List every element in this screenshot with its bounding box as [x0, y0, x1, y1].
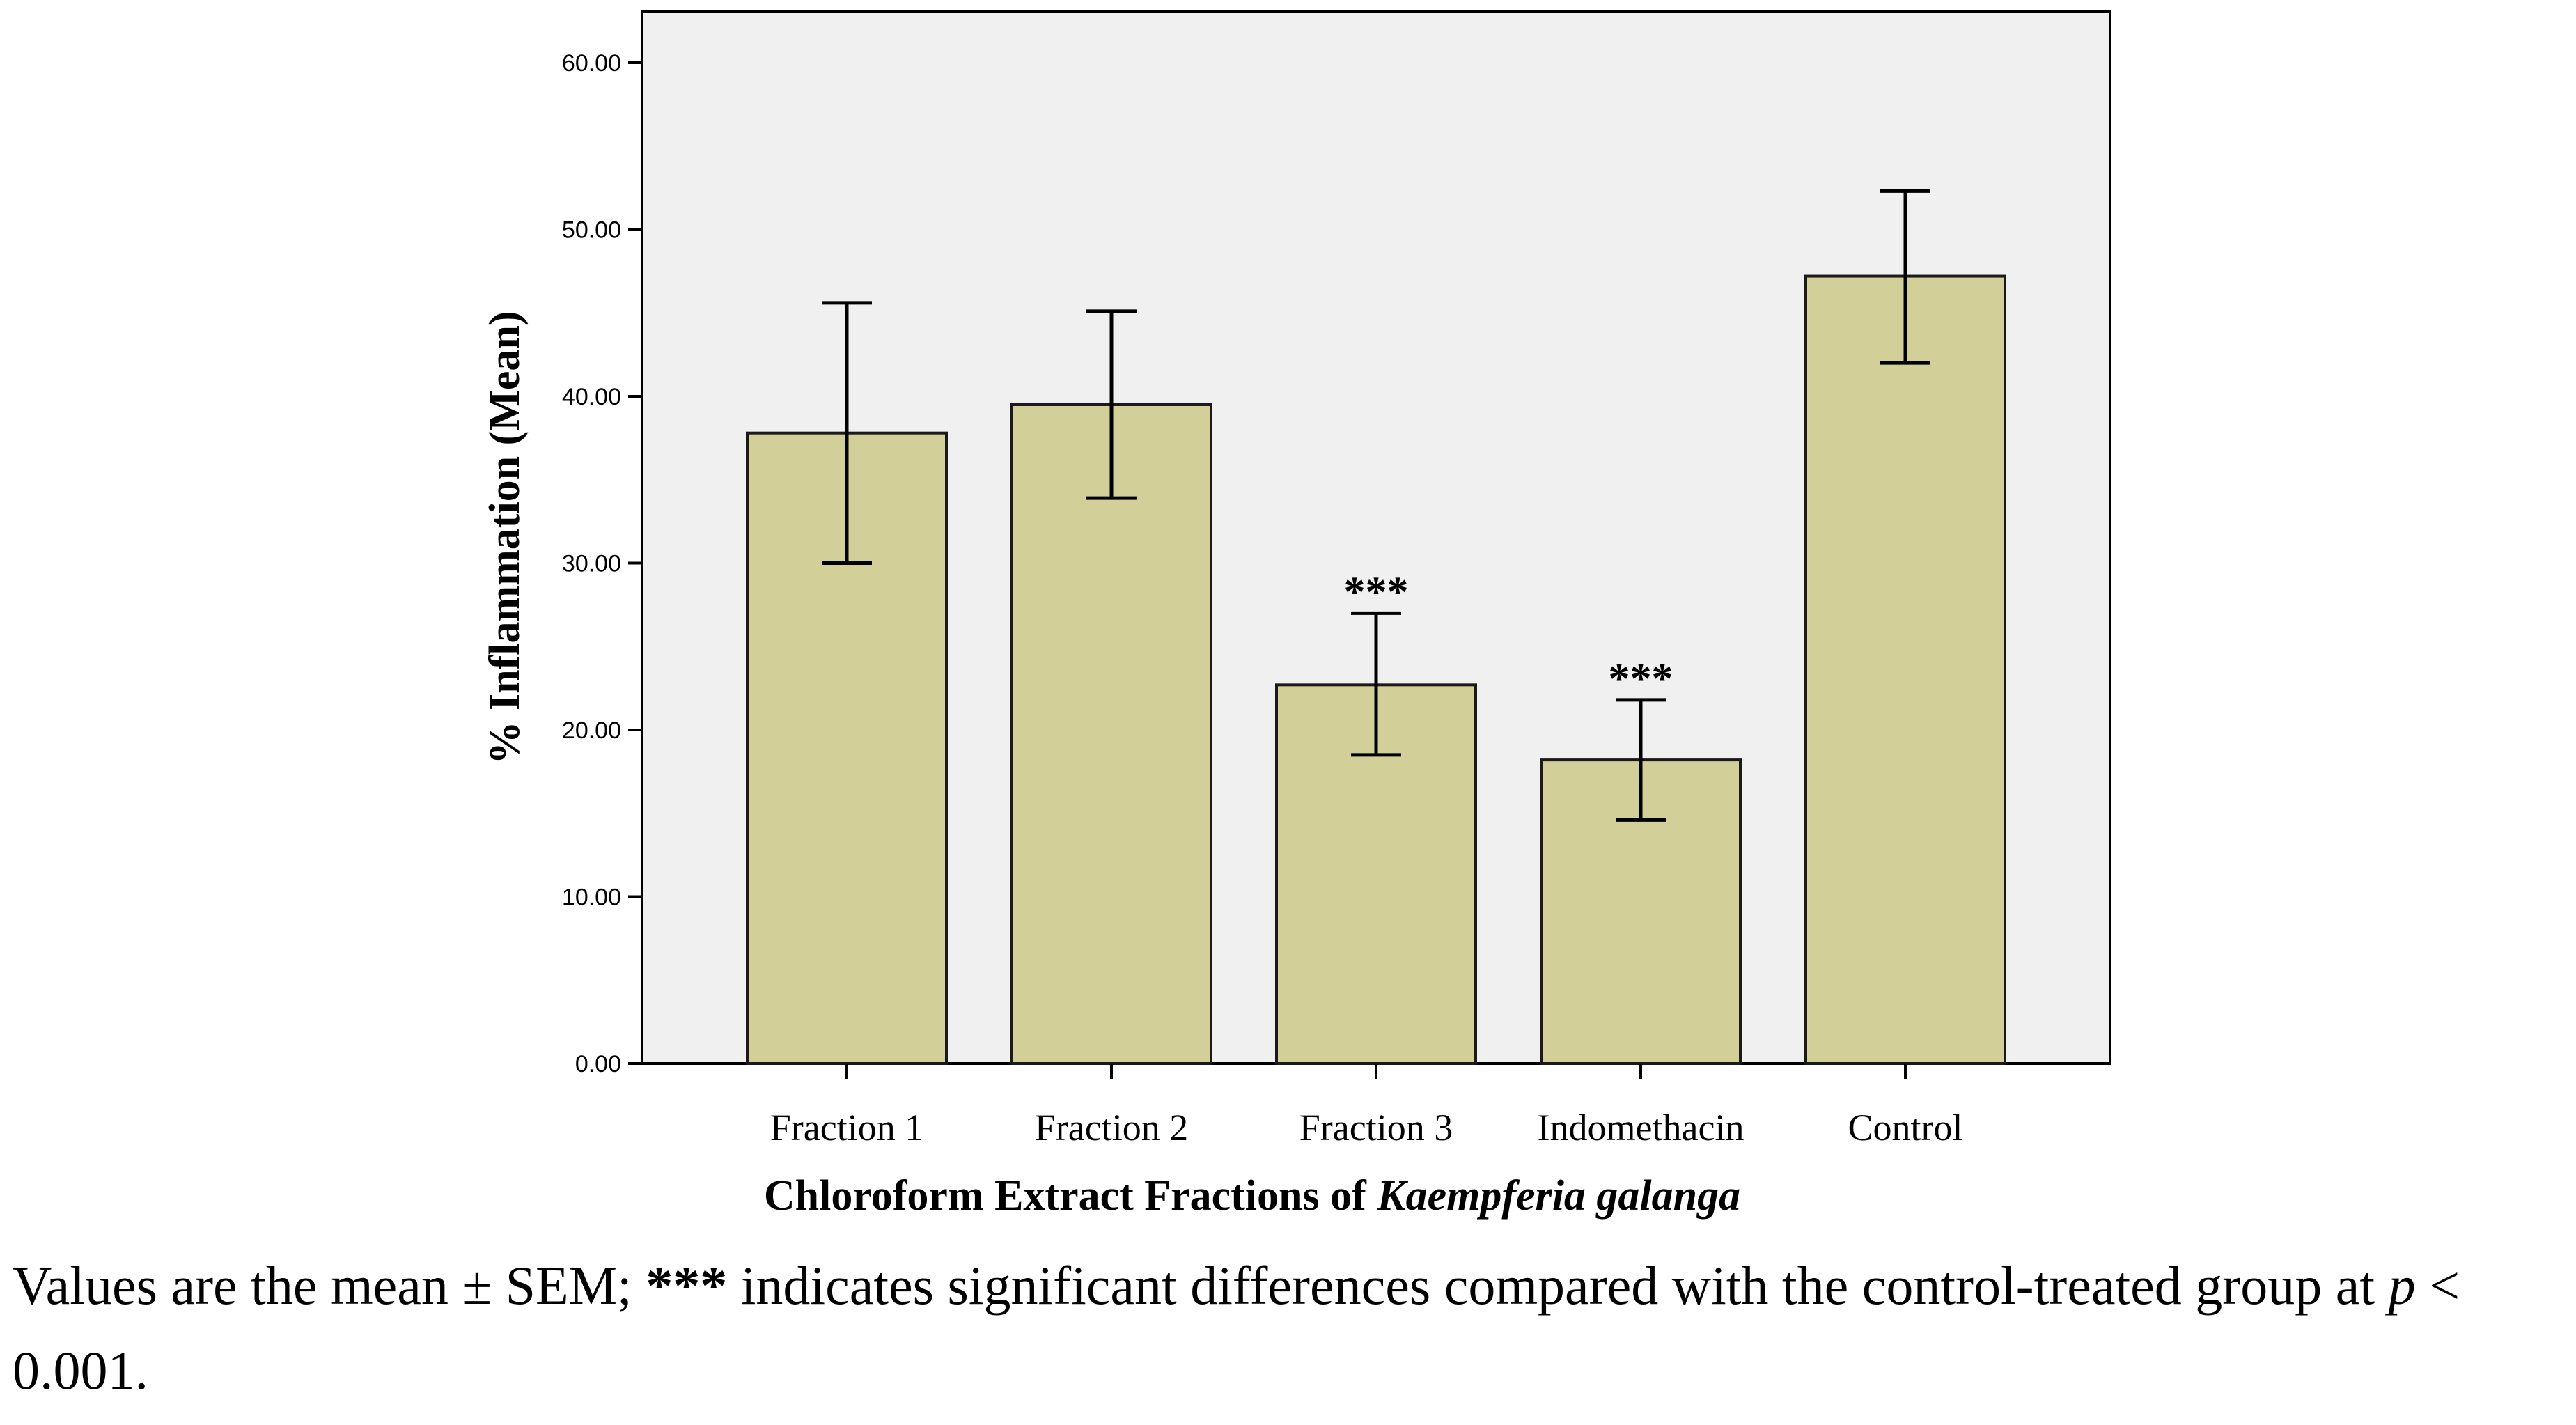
- x-axis-categories: Fraction 1 Fraction 2 Fraction 3 Indomethac…: [770, 1064, 1963, 1148]
- bar: [1010, 403, 1212, 1065]
- x-category-label: Control: [1848, 1107, 1962, 1148]
- y-tick-label: 30.00: [562, 551, 621, 577]
- caption-stars: ***: [646, 1255, 728, 1316]
- caption-text-1: Values are the mean ± SEM;: [13, 1255, 646, 1316]
- x-category-label: Fraction 2: [1035, 1107, 1188, 1148]
- y-tick-label: 50.00: [562, 217, 621, 244]
- x-category-label: Fraction 3: [1299, 1107, 1453, 1148]
- y-tick-label: 20.00: [562, 717, 621, 744]
- x-category-label: Indomethacin: [1538, 1107, 1744, 1148]
- significance-marker: ***: [1609, 655, 1673, 703]
- y-tick-label: 0.00: [575, 1051, 621, 1077]
- y-tick-label: 60.00: [562, 50, 621, 77]
- x-axis-label-species: Kaempferia galanga: [1376, 1172, 1740, 1220]
- x-axis-label-prefix: Chloroform Extract Fractions of: [764, 1172, 1377, 1220]
- bar: [1804, 274, 2006, 1065]
- y-axis: 0.00 10.00 20.00 30.00 40.00 50.00 60.00: [562, 50, 642, 1077]
- x-axis-label: Chloroform Extract Fractions of Kaempfer…: [764, 1172, 1740, 1220]
- x-category-label: Fraction 1: [770, 1107, 923, 1148]
- significance-marker: ***: [1344, 568, 1409, 616]
- y-tick-label: 10.00: [562, 885, 621, 911]
- caption-p-symbol: p: [2388, 1255, 2416, 1316]
- y-axis-label: % Inflammation (Mean): [481, 311, 529, 765]
- caption-text-2: indicates significant differences compar…: [727, 1255, 2389, 1316]
- y-tick-label: 40.00: [562, 384, 621, 410]
- caption-text-3: < 0.001.: [13, 1255, 2460, 1401]
- figure-caption: Values are the mean ± SEM; *** indicates…: [13, 1243, 2568, 1413]
